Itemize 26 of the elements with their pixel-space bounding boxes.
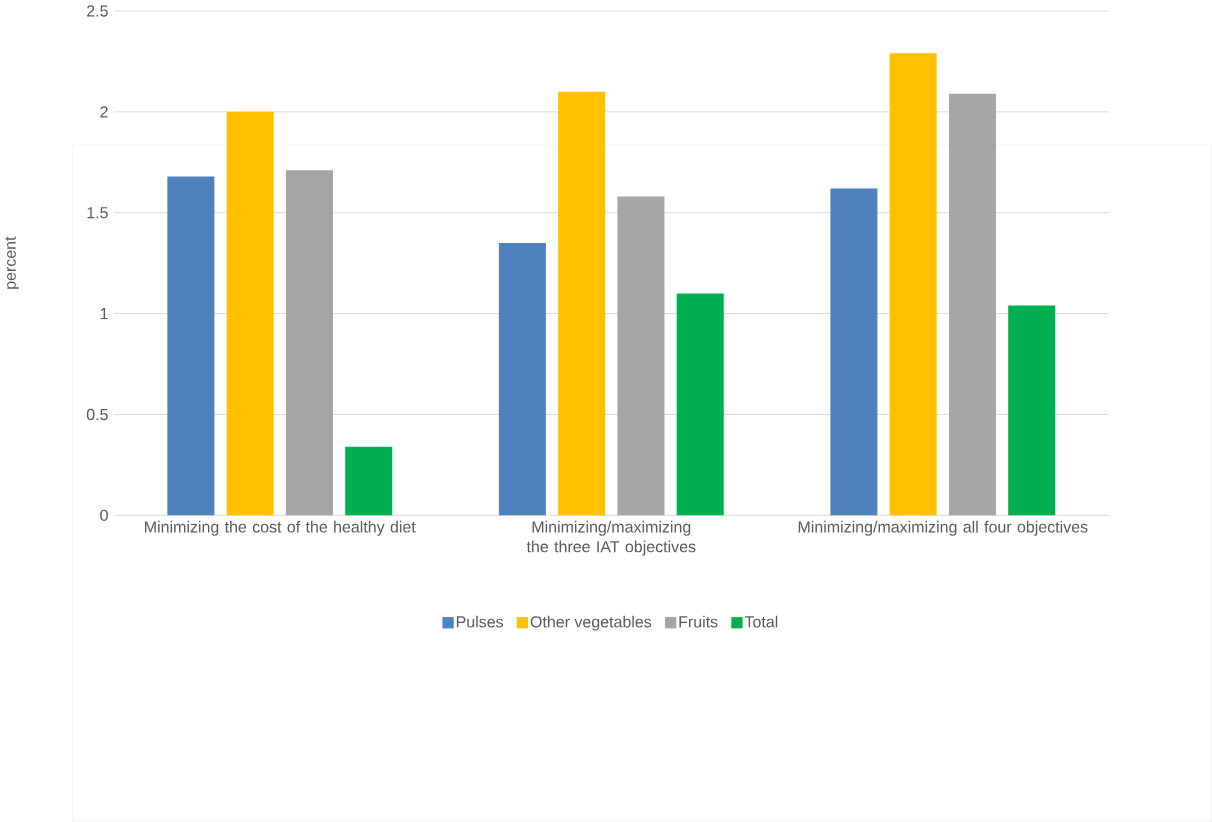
bar (1008, 305, 1056, 516)
x-tick-label: Minimizing/maximizing the three IAT objectives (526, 520, 696, 556)
legend-label: Other vegetables (530, 615, 652, 631)
y-tick-label: 0.5 (86, 408, 108, 421)
y-tick-label: 0 (100, 509, 108, 522)
bar (226, 111, 274, 516)
bar (830, 188, 878, 516)
y-axis-title: percent (5, 236, 19, 289)
y-tick-label: 1 (100, 308, 108, 320)
bar (167, 176, 215, 516)
bar (498, 243, 546, 516)
bar (345, 446, 393, 516)
bar (676, 293, 724, 516)
bar (948, 93, 996, 516)
legend-label: Pulses (456, 615, 504, 628)
bar (889, 53, 937, 516)
legend-label: Fruits (679, 615, 718, 628)
bar (285, 170, 333, 516)
legend-label: Total (744, 615, 778, 628)
y-tick-label: 2 (100, 106, 108, 118)
bar (617, 196, 665, 516)
x-tick-label: Minimizing the cost of the healthy diet (145, 520, 416, 536)
y-tick-label: 1.5 (87, 207, 108, 219)
x-tick-label: Minimizing/maximizing all four objectives (798, 520, 1088, 536)
y-tick-label: 2.5 (87, 5, 108, 17)
bar (558, 91, 606, 516)
